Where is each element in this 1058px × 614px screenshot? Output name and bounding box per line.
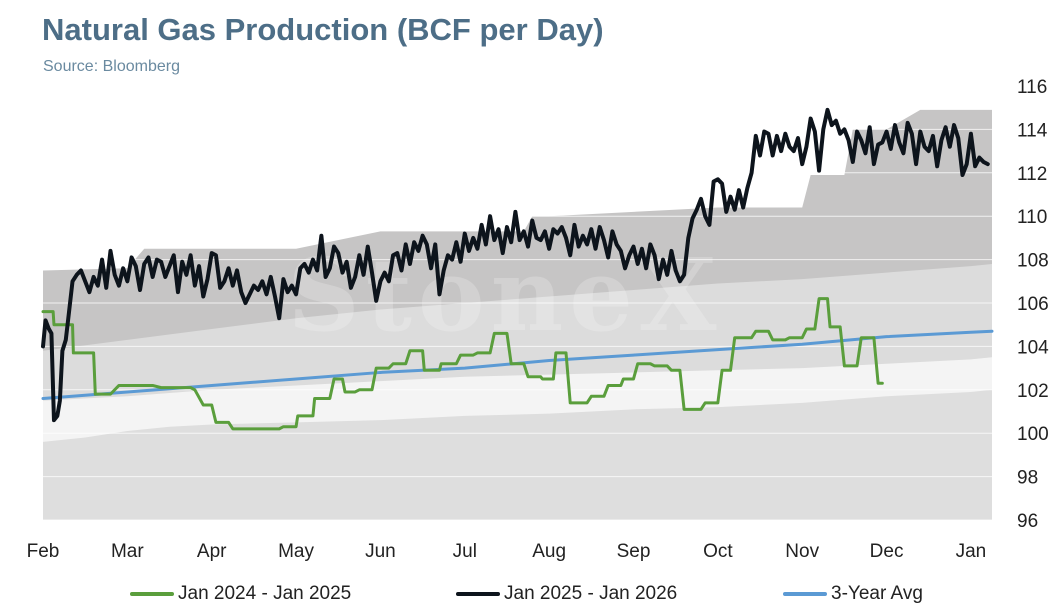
- legend-swatch: [130, 592, 174, 596]
- x-tick-label: Feb: [27, 541, 60, 562]
- legend-label: Jan 2024 - Jan 2025: [178, 583, 352, 604]
- gridlines: [43, 85, 992, 521]
- series-black: [41, 107, 990, 423]
- x-tick-label: Dec: [870, 541, 904, 562]
- y-tick-label: 110: [1017, 207, 1047, 228]
- y-axis: 96 98 100 102 104 106 108 110 112 114 116: [1017, 77, 1049, 532]
- legend-label: 3-Year Avg: [831, 583, 923, 604]
- x-tick-label: Oct: [703, 541, 733, 562]
- x-tick-label: Jul: [453, 541, 477, 562]
- legend-label: Jan 2025 - Jan 2026: [504, 583, 678, 604]
- y-tick-label: 114: [1017, 120, 1048, 141]
- y-tick-label: 108: [1017, 251, 1049, 272]
- y-tick-label: 106: [1017, 294, 1049, 315]
- y-tick-label: 104: [1017, 337, 1049, 358]
- x-tick-label: Aug: [532, 541, 566, 562]
- series-lines: [41, 107, 994, 431]
- y-tick-label: 102: [1017, 381, 1049, 402]
- chart-title: Natural Gas Production (BCF per Day): [42, 12, 604, 47]
- x-axis: Feb Mar Apr May Jun Jul Aug Sep Oct Nov Dec Jan: [27, 541, 987, 562]
- y-tick-label: 96: [1017, 511, 1038, 532]
- x-tick-label: Nov: [785, 541, 819, 562]
- y-tick-label: 112: [1017, 164, 1047, 185]
- chart-subtitle: Source: Bloomberg: [43, 58, 180, 75]
- y-tick-label: 116: [1017, 77, 1047, 98]
- legend-item: Jan 2024 - Jan 2025: [130, 583, 351, 605]
- x-tick-label: Jan: [956, 541, 987, 562]
- band-range-lower-edge: [43, 389, 992, 520]
- legend-item: Jan 2025 - Jan 2026: [456, 583, 677, 605]
- legend-swatch: [456, 592, 500, 596]
- x-tick-label: Sep: [617, 541, 651, 562]
- series-avg: [41, 329, 994, 400]
- x-tick-label: Jun: [365, 541, 396, 562]
- watermark: StoneX: [287, 236, 722, 354]
- legend-swatch: [783, 592, 827, 596]
- legend-item: 3-Year Avg: [783, 583, 923, 605]
- x-tick-label: Mar: [111, 541, 144, 562]
- x-tick-label: Apr: [197, 541, 227, 562]
- y-tick-label: 100: [1017, 424, 1049, 445]
- y-tick-label: 98: [1017, 468, 1038, 489]
- legend: Jan 2024 - Jan 2025 Jan 2025 - Jan 2026 3-…: [0, 583, 1058, 611]
- series-green: [41, 297, 884, 431]
- x-tick-label: May: [278, 541, 314, 562]
